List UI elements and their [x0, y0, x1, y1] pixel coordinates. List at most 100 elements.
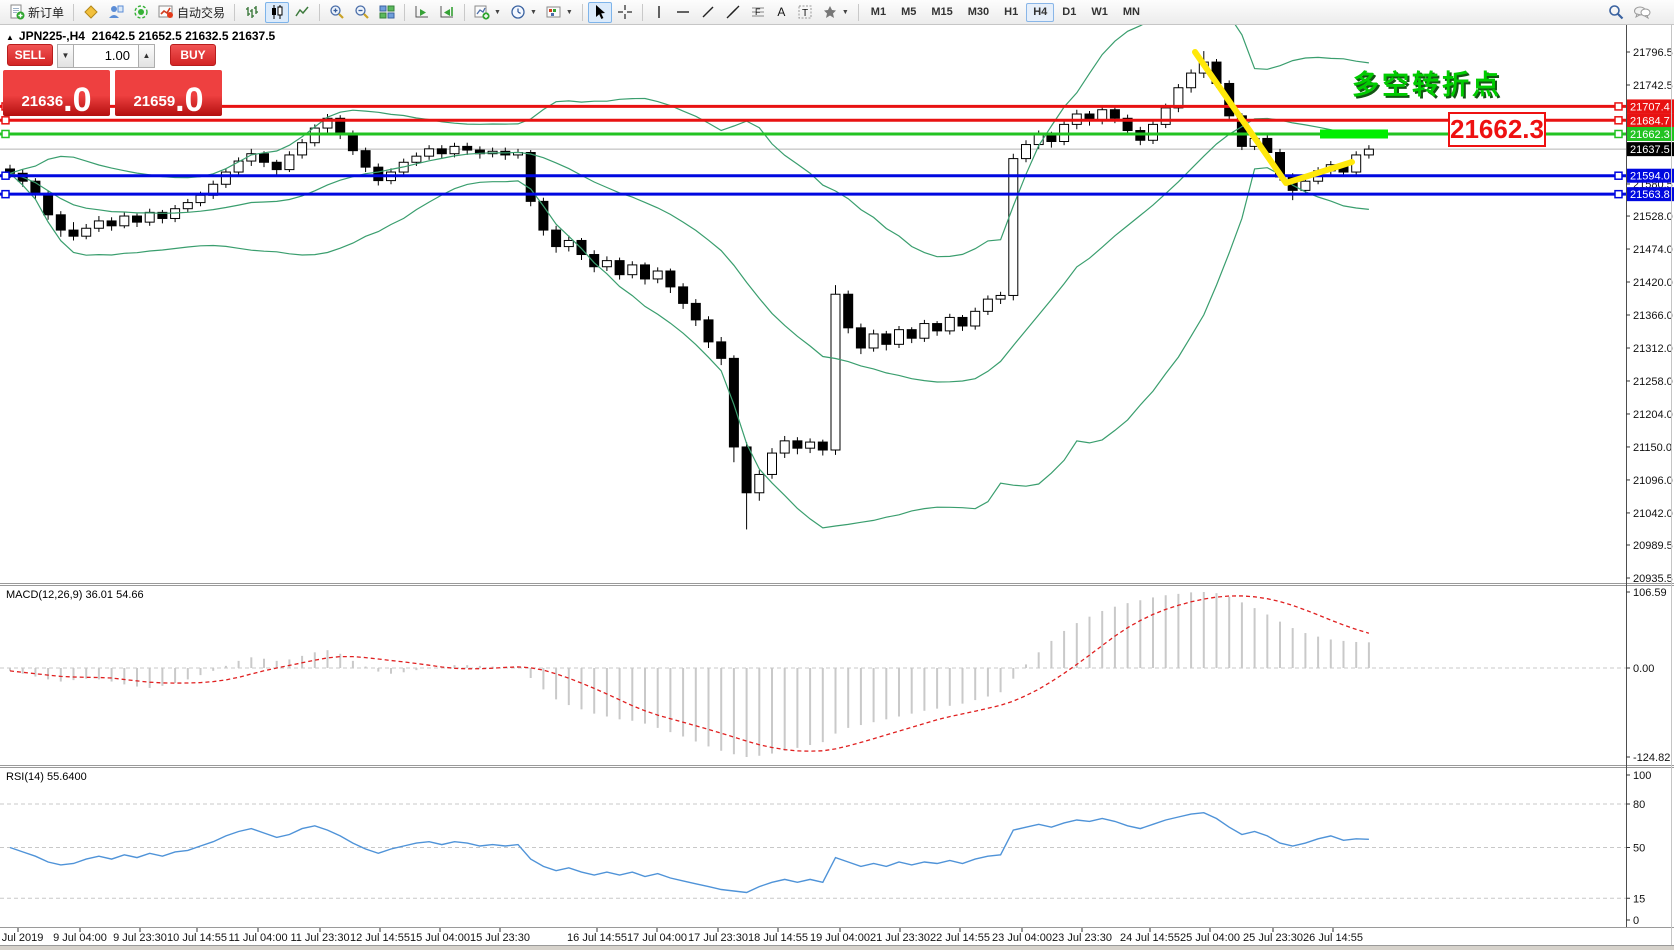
- horizontal-level-lines: [0, 102, 1626, 199]
- timeframe-button-M15[interactable]: M15: [924, 3, 959, 22]
- cursor-tool-button[interactable]: [587, 1, 612, 23]
- chart-shift-button[interactable]: [435, 2, 459, 23]
- macd-indicator-label: MACD(12,26,9) 36.01 54.66: [6, 589, 144, 601]
- autotrade-button[interactable]: 自动交易: [154, 2, 229, 23]
- buy-price-display[interactable]: 21659.0: [115, 70, 222, 117]
- clock-icon: [511, 5, 525, 19]
- low-value: 21632.5: [185, 29, 229, 43]
- timeframe-button-MN[interactable]: MN: [1116, 3, 1147, 22]
- vertical-line-tool-button[interactable]: [648, 2, 670, 23]
- indicators-button[interactable]: ▼: [470, 2, 505, 23]
- yellow-trend-annotation: [1192, 49, 1355, 186]
- toolbar-separator: [404, 3, 406, 21]
- rsi-value: 55.6400: [46, 771, 87, 783]
- toolbar-separator: [581, 3, 583, 21]
- profiles-button[interactable]: [79, 2, 103, 23]
- new-order-label: 新订单: [28, 5, 65, 20]
- trendline-tool-button[interactable]: [696, 2, 720, 23]
- green-highlight-bar: [1320, 129, 1388, 139]
- line-chart-button[interactable]: [290, 2, 314, 23]
- volume-decrease-button[interactable]: ▼: [57, 44, 74, 68]
- rsi-tick-label: 0: [1633, 915, 1639, 927]
- crosshair-tool-button[interactable]: [613, 2, 637, 23]
- price-tick-label: 21420.0: [1633, 277, 1673, 289]
- sell-button[interactable]: SELL: [7, 44, 53, 66]
- zoom-in-button[interactable]: [325, 2, 349, 23]
- zoom-out-icon: [355, 5, 369, 19]
- timeframe-button-M1[interactable]: M1: [864, 3, 893, 22]
- macd-value-main: 36.01: [85, 589, 114, 601]
- bollinger-lower: [9, 167, 1369, 529]
- timeframe-button-H1[interactable]: H1: [997, 3, 1025, 22]
- market-watch-button[interactable]: [104, 2, 128, 23]
- time-tick-label: 23 Jul 04:00: [992, 932, 1052, 944]
- horizontal-line-tool-button[interactable]: [671, 2, 695, 23]
- price-tag-label: 21594.0: [1630, 171, 1670, 183]
- search-button[interactable]: [1604, 2, 1628, 23]
- shapes-tool-button[interactable]: ▼: [818, 2, 853, 23]
- toolbar-separator: [464, 3, 466, 21]
- channel-tool-button[interactable]: [721, 2, 745, 23]
- templates-button[interactable]: ▼: [542, 2, 577, 23]
- new-order-icon: [10, 4, 25, 20]
- macd-tick-label: 0.00: [1633, 663, 1654, 675]
- autotrade-icon: [158, 5, 174, 18]
- time-tick-label: 17 Jul 04:00: [627, 932, 687, 944]
- bollinger-upper: [9, 25, 1369, 258]
- window-right-edge: [1671, 25, 1672, 945]
- chevron-down-icon: ▼: [841, 8, 849, 16]
- zoom-out-button[interactable]: [350, 2, 374, 23]
- signals-button[interactable]: [129, 2, 153, 23]
- price-tick-label: 21742.5: [1633, 80, 1673, 92]
- candlestick-chart-icon: [272, 5, 283, 19]
- label-tool-button[interactable]: T: [793, 2, 817, 23]
- price-tag-label: 21684.7: [1630, 115, 1670, 127]
- time-tick-label: 16 Jul 14:55: [567, 932, 627, 944]
- sell-price-display[interactable]: 21636.0: [3, 70, 110, 117]
- time-tick-label: 11 Jul 23:30: [290, 932, 349, 944]
- price-callout-box[interactable]: 21662.3: [1448, 112, 1546, 147]
- turning-point-annotation: 多空转折点: [1352, 70, 1502, 100]
- price-tick-label: 21366.0: [1633, 310, 1673, 322]
- volume-input[interactable]: 1.00: [74, 44, 138, 68]
- one-click-trading-panel: SELL ▼ 1.00 ▲ BUY 21636.0 21659.0: [3, 42, 223, 118]
- timeframe-button-W1[interactable]: W1: [1084, 3, 1115, 22]
- auto-scroll-button[interactable]: [410, 2, 434, 23]
- periods-button[interactable]: ▼: [506, 2, 541, 23]
- volume-increase-button[interactable]: ▲: [138, 44, 155, 68]
- time-tick-label: 9 Jul 23:30: [113, 932, 167, 944]
- price-tick-label: 21474.0: [1633, 244, 1673, 256]
- time-tick-label: 19 Jul 04:00: [810, 932, 870, 944]
- rsi-tick-label: 100: [1633, 770, 1651, 782]
- toolbar-separator: [641, 3, 643, 21]
- chat-button[interactable]: [1629, 2, 1655, 23]
- macd-tick-label: -124.82: [1633, 752, 1670, 764]
- buy-button[interactable]: BUY: [170, 44, 216, 66]
- candlestick-chart-button[interactable]: [265, 1, 290, 23]
- volume-stepper: ▼ 1.00 ▲: [57, 44, 155, 68]
- macd-histogram: [9, 591, 1370, 757]
- timeframe-button-D1[interactable]: D1: [1055, 3, 1083, 22]
- price-tick-label: 21528.0: [1633, 211, 1673, 223]
- price-tag: [1627, 126, 1674, 141]
- timeframe-button-H4[interactable]: H4: [1026, 2, 1055, 22]
- bar-chart-button[interactable]: [240, 2, 264, 23]
- chart-canvas[interactable]: 21796.521742.521580.521528.021474.021420…: [0, 25, 1674, 950]
- time-tick-label: 18 Jul 14:55: [748, 932, 808, 944]
- time-tick-label: 24 Jul 14:55: [1120, 932, 1180, 944]
- price-tag-label: 21637.5: [1630, 144, 1670, 156]
- macd-signal-line: [9, 595, 1370, 752]
- timeframe-button-M30[interactable]: M30: [961, 3, 996, 22]
- collapse-panel-icon[interactable]: ▲: [6, 33, 14, 42]
- fibonacci-tool-button[interactable]: F: [746, 2, 770, 23]
- time-tick-label: 17 Jul 23:30: [688, 932, 748, 944]
- autotrade-label: 自动交易: [177, 5, 226, 20]
- price-axis: 21796.521742.521580.521528.021474.021420…: [1626, 47, 1673, 927]
- new-order-button[interactable]: 新订单: [5, 2, 68, 23]
- text-tool-button[interactable]: A: [771, 2, 792, 23]
- open-value: 21642.5: [91, 29, 136, 43]
- timeframe-button-M5[interactable]: M5: [894, 3, 923, 22]
- price-tag: [1627, 168, 1674, 183]
- tile-windows-button[interactable]: [375, 2, 399, 23]
